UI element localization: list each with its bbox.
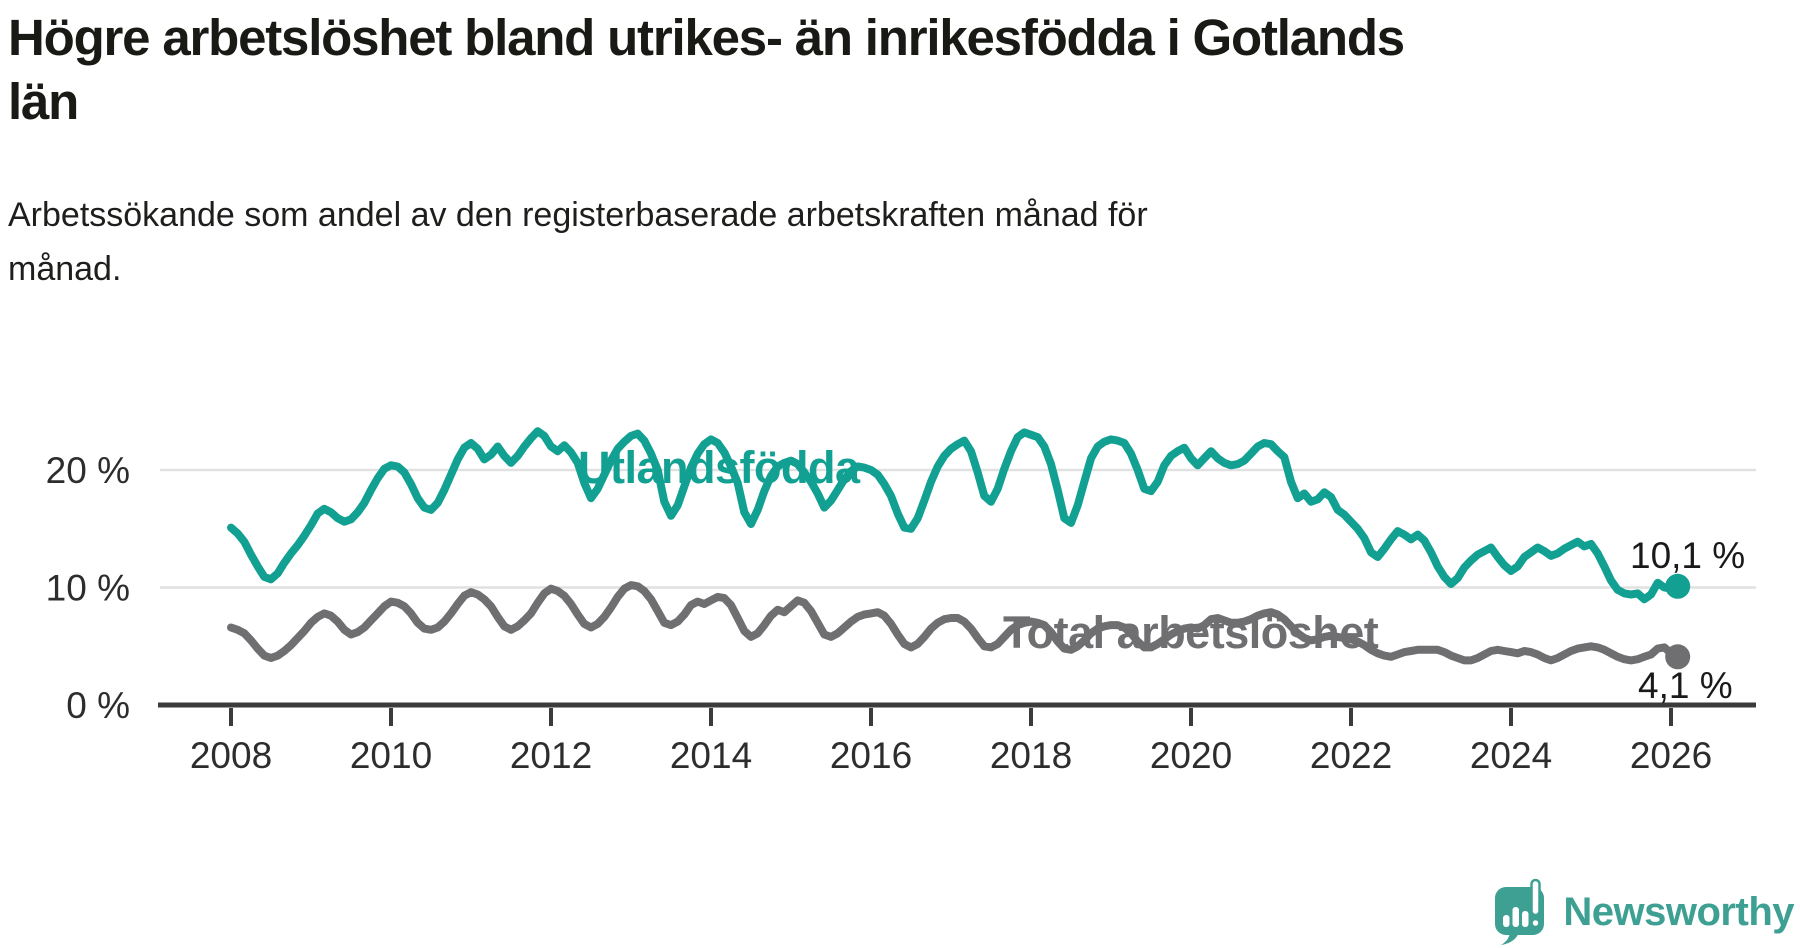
series-end-dot-total-arbetsloshet xyxy=(1665,644,1691,670)
series-end-dot-utlandsfodda xyxy=(1665,573,1691,599)
series-label-total-arbetsloshet: Total arbetslöshet xyxy=(1003,607,1379,658)
x-tick-label-2018: 2018 xyxy=(990,735,1072,776)
x-tick-label-2022: 2022 xyxy=(1310,735,1392,776)
newsworthy-icon xyxy=(1495,878,1545,945)
y-tick-label-0pct: 0 % xyxy=(66,685,130,726)
exclamation-icon xyxy=(1530,878,1542,917)
x-tick-label-2008: 2008 xyxy=(190,735,272,776)
chart-subtitle: Arbetssökande som andel av den registerb… xyxy=(8,188,1148,296)
series-label-utlandsfodda: Utlandsfödda xyxy=(578,442,861,493)
page-title: Högre arbetslöshet bland utrikes- än inr… xyxy=(8,6,1405,134)
newsworthy-wordmark: Newsworthy xyxy=(1563,889,1794,934)
bar-icon xyxy=(1503,915,1510,927)
series-line-utlandsfodda xyxy=(227,427,1682,604)
series-end-label-total-arbetsloshet: 4,1 % xyxy=(1638,665,1733,706)
speech-bubble-icon xyxy=(1495,878,1545,945)
bar-icon xyxy=(1522,911,1529,927)
subtitle-line-2: månad. xyxy=(8,250,122,288)
exclamation-dot-icon xyxy=(1530,917,1542,929)
bar-icon xyxy=(1512,907,1520,927)
x-tick-label-2012: 2012 xyxy=(510,735,592,776)
subtitle-line-1: Arbetssökande som andel av den registerb… xyxy=(8,196,1148,234)
y-tick-label-10pct: 10 % xyxy=(46,568,130,609)
x-tick-label-2024: 2024 xyxy=(1470,735,1552,776)
x-tick-label-2016: 2016 xyxy=(830,735,912,776)
y-tick-label-20pct: 20 % xyxy=(46,450,130,491)
series-line-total-arbetsloshet xyxy=(227,581,1682,665)
x-tick-label-2010: 2010 xyxy=(350,735,432,776)
newsworthy-logo: Newsworthy xyxy=(1493,876,1794,948)
x-tick-label-2020: 2020 xyxy=(1150,735,1232,776)
title-line-1: Högre arbetslöshet bland utrikes- än inr… xyxy=(8,9,1405,66)
x-tick-label-2014: 2014 xyxy=(670,735,752,776)
series-end-label-utlandsfodda: 10,1 % xyxy=(1630,535,1745,576)
title-line-2: län xyxy=(8,73,79,130)
x-tick-label-2026: 2026 xyxy=(1630,735,1712,776)
